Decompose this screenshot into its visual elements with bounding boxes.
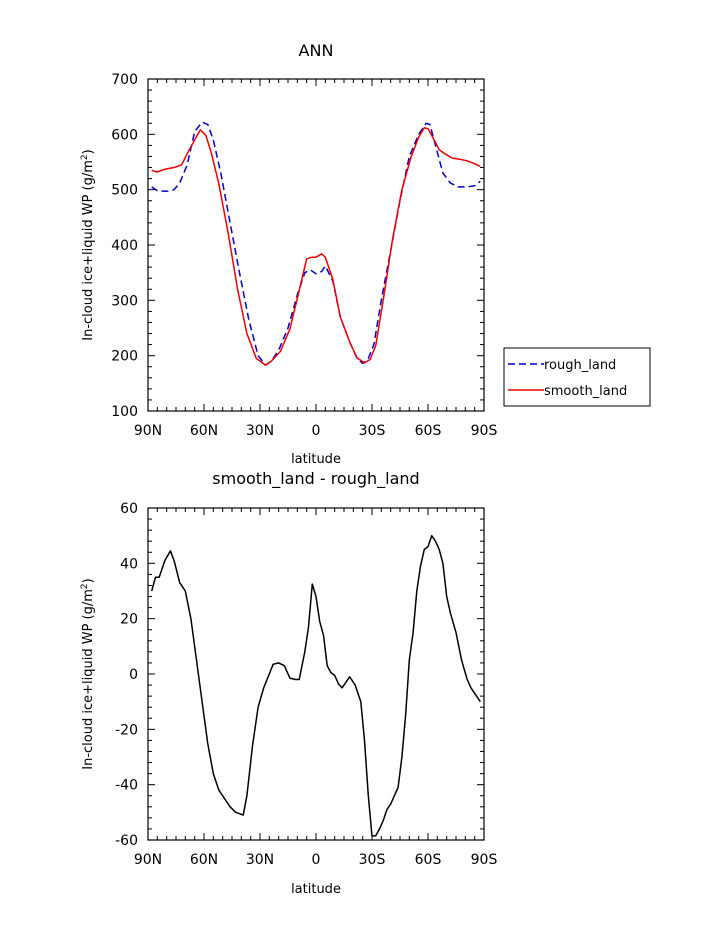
y-label-text: In-cloud ice+liquid WP: [81, 190, 96, 340]
bottom-y-tick-label: 0: [129, 667, 138, 683]
top-chart-title: ANN: [299, 41, 334, 60]
y-label-unit: (g/m: [81, 160, 96, 190]
top-x-tick-label: 60N: [190, 423, 218, 439]
bottom-series-line: [150, 534, 481, 837]
bottom-y-tick-label: -40: [115, 778, 138, 794]
top-y-tick-label: 200: [111, 349, 138, 365]
series-line-rough-land: [151, 121, 481, 366]
top-y-tick-label: 500: [111, 183, 138, 199]
top-x-tick-label: 90S: [471, 423, 498, 439]
y-label-close: ): [81, 578, 96, 583]
chart-legend: rough_land smooth_land: [503, 347, 651, 407]
bottom-x-tick-label: 90N: [134, 852, 162, 868]
bottom-x-axis-label: latitude: [291, 882, 341, 897]
bottom-y-axis-label: In-cloud ice+liquid WP (g/m2): [80, 578, 96, 769]
bottom-y-tick-label: 60: [120, 501, 138, 517]
top-y-tick-label: 600: [111, 127, 138, 143]
y-label-close: ): [81, 149, 96, 154]
series-line-smooth-land: [151, 126, 481, 366]
top-x-tick-label: 0: [312, 423, 321, 439]
bottom-x-tick-label: 30N: [246, 852, 274, 868]
top-y-axis-label: In-cloud ice+liquid WP (g/m2): [80, 149, 96, 340]
y-label-text: In-cloud ice+liquid WP: [81, 619, 96, 769]
top-x-tick-label: 60S: [415, 423, 442, 439]
bottom-x-tick-label: 60N: [190, 852, 218, 868]
legend-box: [503, 347, 651, 407]
top-y-tick-label: 400: [111, 238, 138, 254]
bottom-x-tick-label: 30S: [359, 852, 386, 868]
bottom-chart-panel: smooth_land - rough_land 90N 60N 30N 0 30S 60S…: [80, 469, 497, 897]
y-label-superscript: 2: [80, 583, 90, 589]
y-label-superscript: 2: [80, 154, 90, 160]
bottom-y-tick-label: -20: [115, 722, 138, 738]
legend-label-smooth-land: smooth_land: [544, 384, 627, 399]
bottom-y-tick-label: 40: [120, 556, 138, 572]
bottom-y-tick-label: -60: [115, 833, 138, 849]
y-label-unit: (g/m: [81, 589, 96, 619]
top-chart-panel: ANN 90N 60N 30N 0 30S 60S 90S 100 200 300 400 500 600…: [80, 41, 497, 467]
bottom-y-tick-label: 20: [120, 612, 138, 628]
bottom-x-tick-label: 0: [312, 852, 321, 868]
bottom-chart-title: smooth_land - rough_land: [212, 469, 419, 489]
top-x-tick-label: 30S: [359, 423, 386, 439]
top-y-tick-label: 300: [111, 293, 138, 309]
bottom-x-tick-label: 90S: [471, 852, 498, 868]
top-x-tick-label: 90N: [134, 423, 162, 439]
top-plot-frame: [147, 78, 485, 412]
bottom-x-tick-label: 60S: [415, 852, 442, 868]
legend-label-rough-land: rough_land: [544, 358, 616, 373]
top-x-tick-label: 30N: [246, 423, 274, 439]
top-x-axis-label: latitude: [291, 452, 341, 467]
top-y-tick-label: 100: [111, 404, 138, 420]
top-y-tick-label: 700: [111, 72, 138, 88]
